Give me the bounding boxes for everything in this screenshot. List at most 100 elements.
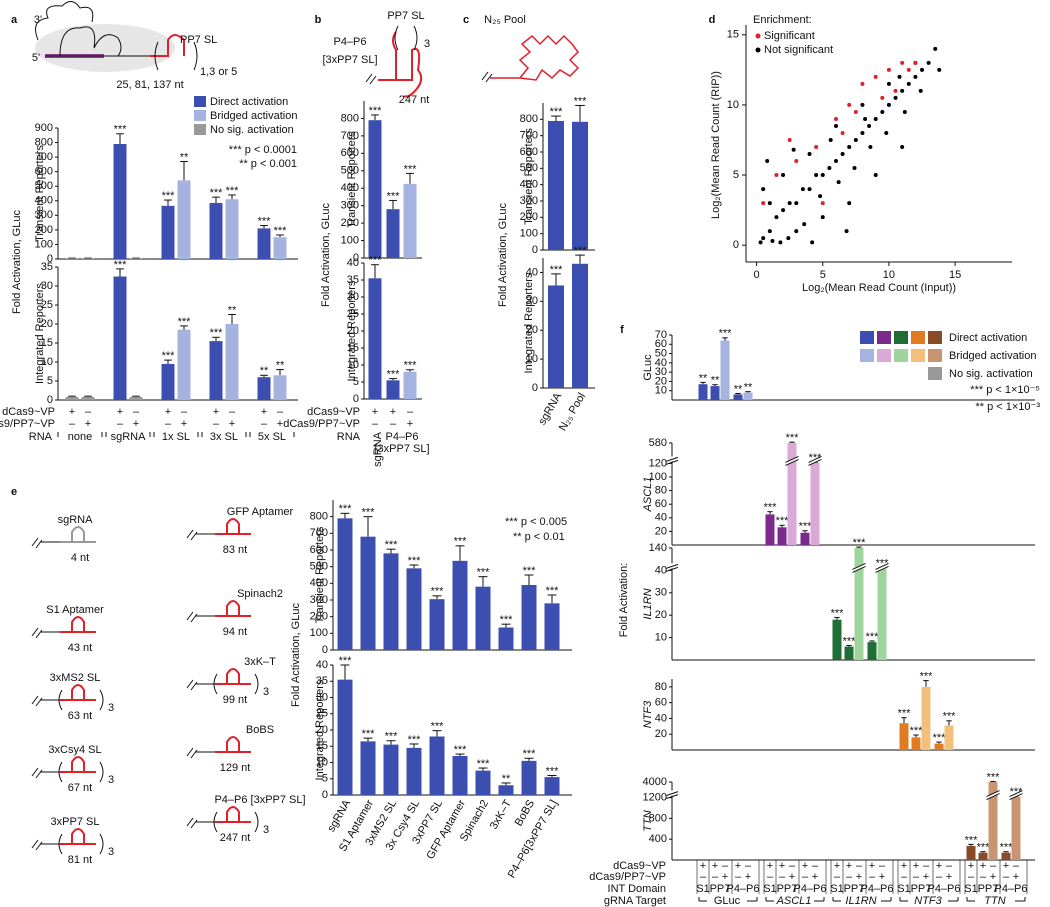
table-cell: – bbox=[789, 860, 796, 872]
table-cell: + bbox=[834, 860, 840, 872]
table-cell: + bbox=[1013, 871, 1019, 883]
legend-label: Bridged activation bbox=[949, 350, 1036, 362]
point bbox=[800, 187, 805, 192]
diagram bbox=[35, 1, 94, 41]
legend-swatch bbox=[911, 331, 925, 344]
panel-label: d bbox=[709, 14, 716, 26]
diagram bbox=[59, 26, 122, 57]
y-tick-label: 20 bbox=[316, 724, 328, 736]
diagram bbox=[490, 34, 580, 81]
point bbox=[786, 236, 791, 241]
table-cell: – bbox=[913, 871, 920, 883]
bar-break bbox=[986, 790, 1000, 798]
p-value-note: *** p < 0.0001 bbox=[229, 144, 297, 156]
table-cell: – bbox=[923, 860, 930, 872]
y-axis-title: Fold Activation, GLuc bbox=[11, 210, 23, 314]
point bbox=[900, 88, 905, 93]
y-tick-label: 20 bbox=[526, 324, 538, 336]
table-cell: – bbox=[745, 860, 752, 872]
y-tick-label: 100 bbox=[649, 471, 667, 483]
y-sub-label: Transient Reporters bbox=[346, 131, 358, 228]
diagram bbox=[154, 41, 198, 71]
group-bracket bbox=[201, 432, 247, 437]
table-cell: + bbox=[181, 418, 187, 430]
y-tick-label: 300 bbox=[35, 209, 53, 221]
table-cell: – bbox=[968, 871, 975, 883]
point bbox=[853, 137, 858, 142]
legend-label: Significant bbox=[764, 30, 815, 42]
diagram-label: 3xMS2 SL bbox=[50, 672, 101, 684]
y-tick-label: 500 bbox=[520, 162, 538, 174]
y-tick-label: 580 bbox=[649, 437, 667, 449]
bar bbox=[966, 845, 976, 860]
panel-label: a bbox=[11, 14, 18, 26]
bar bbox=[360, 741, 376, 795]
significance: ** bbox=[744, 382, 753, 394]
diagram-label: P4–P6 [3xPP7 SL] bbox=[214, 794, 305, 806]
y-tick-label: 700 bbox=[310, 527, 328, 539]
point bbox=[761, 236, 766, 241]
bar bbox=[475, 770, 491, 795]
y-tick-label: 60 bbox=[655, 697, 667, 709]
legend-label: Direct activation bbox=[949, 332, 1027, 344]
table-cell: – bbox=[936, 871, 943, 883]
group-bracket bbox=[765, 897, 825, 902]
bar bbox=[832, 619, 842, 660]
group-bracket bbox=[698, 897, 758, 902]
significance: *** bbox=[385, 539, 399, 551]
y-tick-label: 20 bbox=[655, 728, 667, 740]
point bbox=[802, 222, 807, 227]
table-cell: – bbox=[261, 418, 268, 430]
y-tick-label: 300 bbox=[341, 200, 359, 212]
y-tick-label: 400 bbox=[341, 182, 359, 194]
point bbox=[884, 130, 889, 135]
point bbox=[787, 137, 792, 142]
significance: *** bbox=[965, 834, 979, 846]
point bbox=[913, 74, 918, 79]
diagram bbox=[394, 25, 418, 51]
bar-break bbox=[1009, 793, 1023, 801]
table-cell: P4–P6 bbox=[793, 883, 826, 895]
bar bbox=[429, 736, 445, 795]
x-tick-label: 10 bbox=[883, 269, 895, 281]
significance: ** bbox=[180, 151, 189, 163]
point bbox=[867, 123, 872, 128]
p-value-note: ** p < 0.001 bbox=[239, 158, 297, 170]
bar bbox=[129, 258, 143, 259]
row-label: gRNA Target bbox=[604, 895, 666, 907]
significance: *** bbox=[408, 734, 422, 746]
panel-label: b bbox=[315, 14, 322, 26]
group-label: GLuc bbox=[714, 895, 741, 907]
y-tick-label: 600 bbox=[341, 147, 359, 159]
y-tick-label: 50 bbox=[655, 347, 667, 359]
point bbox=[814, 145, 819, 150]
y-tick-label: 5 bbox=[733, 169, 739, 181]
point bbox=[820, 173, 825, 178]
y-tick-label: 25 bbox=[41, 299, 53, 311]
y-tick-label: 70 bbox=[655, 329, 667, 341]
bar bbox=[209, 341, 223, 400]
significance: ** bbox=[502, 773, 511, 785]
diagram-label: 3 bbox=[108, 774, 114, 786]
y-tick-label: 10 bbox=[727, 99, 739, 111]
bar-break bbox=[875, 565, 889, 573]
y-tick-label: 5 bbox=[47, 375, 53, 387]
bar-break bbox=[808, 456, 822, 466]
y-tick-label: 5 bbox=[353, 376, 359, 388]
y-tick-label: 5 bbox=[322, 773, 328, 785]
y-tick-label: 0 bbox=[322, 789, 328, 801]
point bbox=[781, 208, 786, 213]
bar bbox=[498, 627, 514, 650]
group-bracket bbox=[899, 897, 959, 902]
bar bbox=[225, 199, 239, 259]
bar bbox=[403, 371, 417, 399]
row-label: RNA bbox=[29, 431, 53, 443]
point bbox=[847, 102, 852, 107]
significance: *** bbox=[550, 264, 564, 276]
point bbox=[847, 145, 852, 150]
legend-label: Bridged activation bbox=[210, 110, 297, 122]
bar bbox=[273, 375, 287, 400]
significance: *** bbox=[387, 190, 401, 202]
legend-label: No sig. activation bbox=[949, 368, 1033, 380]
y-tick-label: 30 bbox=[526, 295, 538, 307]
